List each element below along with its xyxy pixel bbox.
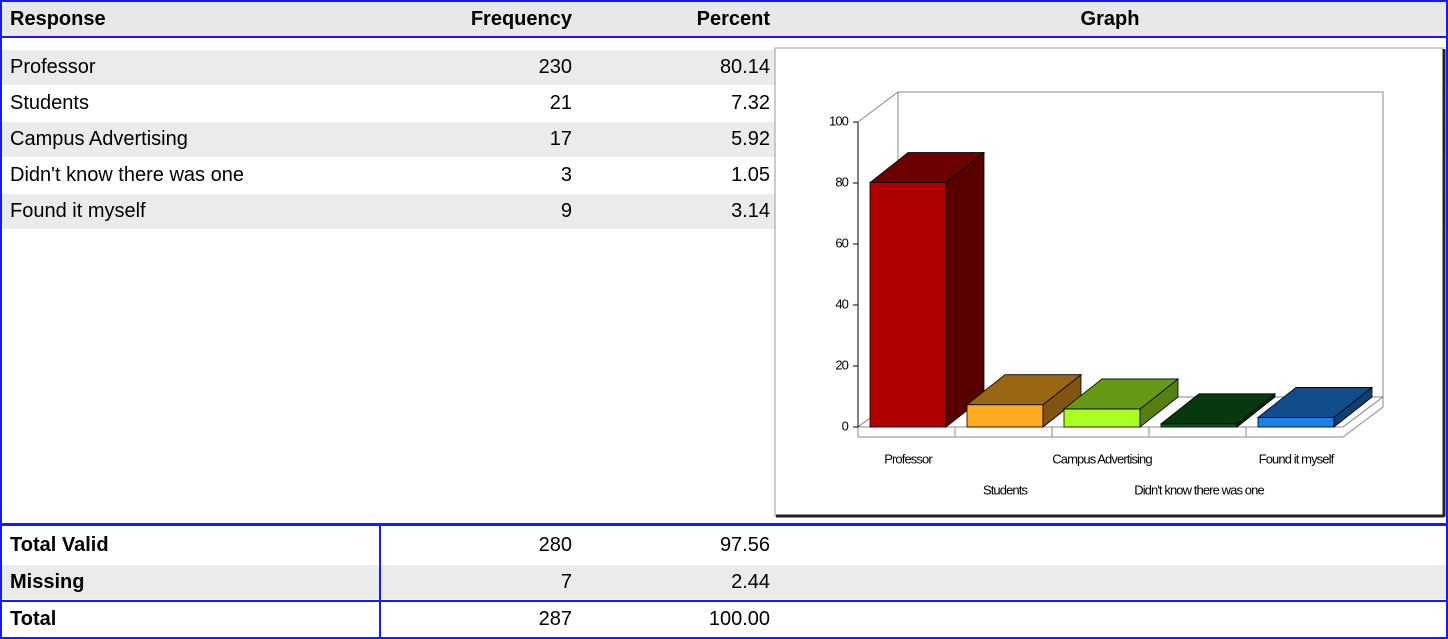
percent: 80.14 bbox=[719, 56, 770, 78]
percent: 1.05 bbox=[731, 164, 770, 186]
total-percent: 100.00 bbox=[708, 608, 770, 630]
y-tick-label: 20 bbox=[835, 357, 848, 372]
bar-front bbox=[1257, 417, 1335, 428]
border bbox=[0, 523, 1448, 526]
column-header: Frequency bbox=[470, 8, 572, 30]
bar-top bbox=[868, 152, 986, 183]
frequency: 17 bbox=[549, 128, 572, 150]
bar-front bbox=[869, 182, 947, 428]
total-label: Total bbox=[10, 608, 57, 630]
border bbox=[379, 526, 381, 639]
bar-top bbox=[1062, 378, 1180, 410]
x-tick-label: Campus Advertising bbox=[1052, 451, 1152, 466]
frequency: 3 bbox=[560, 164, 572, 186]
y-tick-label: 40 bbox=[835, 296, 848, 311]
total-label: Missing bbox=[10, 571, 85, 593]
column-header: Percent bbox=[696, 8, 770, 30]
percent: 5.92 bbox=[731, 128, 770, 150]
border bbox=[0, 600, 1448, 602]
bar-top bbox=[965, 374, 1083, 406]
response: Didn't know there was one bbox=[10, 164, 244, 186]
border bbox=[1446, 0, 1448, 639]
border bbox=[0, 0, 2, 639]
y-tick-label: 0 bbox=[842, 418, 849, 433]
response: Students bbox=[10, 92, 89, 114]
percent: 7.32 bbox=[731, 92, 770, 114]
y-tick-label: 80 bbox=[835, 174, 848, 189]
header-bg bbox=[2, 2, 1446, 36]
total-percent: 97.56 bbox=[719, 534, 770, 556]
bar-top bbox=[1159, 393, 1277, 425]
column-header: Graph bbox=[1080, 8, 1140, 30]
border bbox=[0, 36, 1448, 38]
x-tick-label: Didn't know there was one bbox=[1134, 482, 1264, 497]
total-frequency: 7 bbox=[560, 571, 572, 593]
x-tick-label: Professor bbox=[884, 451, 933, 466]
bar-front bbox=[966, 404, 1044, 428]
border bbox=[0, 637, 1448, 639]
column-header: Response bbox=[10, 8, 106, 30]
response: Professor bbox=[10, 56, 96, 78]
total-frequency: 280 bbox=[538, 534, 572, 556]
bar-front bbox=[1063, 408, 1141, 428]
response: Campus Advertising bbox=[10, 128, 188, 150]
bar-side bbox=[945, 151, 985, 428]
percent: 3.14 bbox=[731, 200, 770, 222]
bar-top bbox=[1256, 387, 1374, 418]
total-frequency: 287 bbox=[538, 608, 572, 630]
x-tick-label: Found it myself bbox=[1259, 451, 1335, 466]
row-bg bbox=[2, 565, 1446, 599]
y-tick-label: 60 bbox=[835, 235, 848, 250]
frequency: 9 bbox=[560, 200, 572, 222]
y-tick-label: 100 bbox=[829, 113, 849, 128]
frequency: 21 bbox=[549, 92, 572, 114]
total-label: Total Valid bbox=[10, 534, 109, 556]
response: Found it myself bbox=[10, 200, 146, 222]
bar-front bbox=[1160, 423, 1238, 428]
border bbox=[0, 0, 1448, 2]
frequency: 230 bbox=[538, 56, 572, 78]
x-tick-label: Students bbox=[983, 482, 1029, 497]
total-percent: 2.44 bbox=[731, 571, 770, 593]
